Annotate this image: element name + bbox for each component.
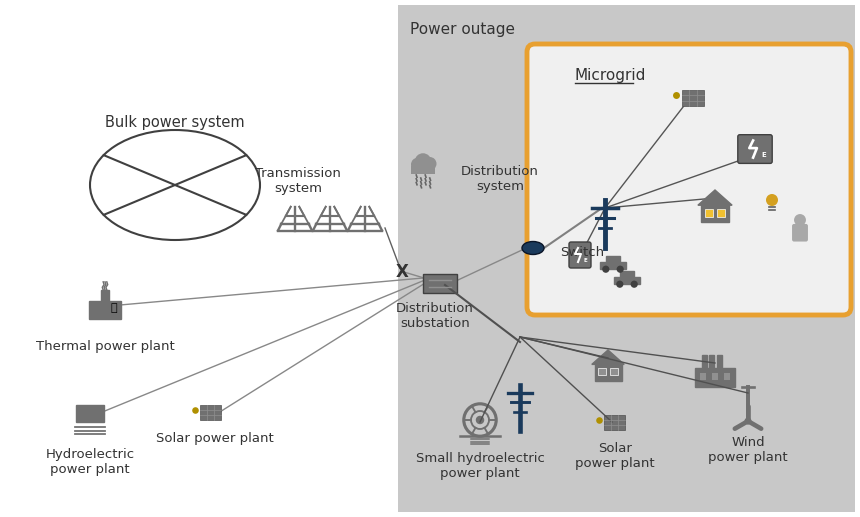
Bar — [712, 373, 718, 380]
Ellipse shape — [522, 241, 544, 254]
Circle shape — [766, 194, 778, 206]
Circle shape — [602, 266, 610, 273]
Circle shape — [423, 157, 437, 171]
Bar — [702, 355, 707, 368]
Bar — [716, 355, 722, 368]
Circle shape — [617, 266, 624, 273]
Bar — [682, 90, 704, 106]
Bar — [411, 166, 435, 174]
Text: Power outage: Power outage — [410, 22, 515, 37]
Text: 🔥: 🔥 — [111, 303, 117, 313]
Bar — [398, 5, 855, 512]
Bar — [101, 290, 108, 301]
Circle shape — [745, 418, 751, 424]
Bar — [605, 415, 625, 430]
FancyBboxPatch shape — [527, 44, 851, 315]
Text: Transmission
system: Transmission system — [255, 167, 341, 195]
Circle shape — [411, 158, 425, 171]
Text: Distribution
substation: Distribution substation — [396, 302, 474, 330]
Bar — [89, 301, 121, 319]
Text: X: X — [396, 263, 408, 281]
Bar — [77, 405, 103, 422]
Bar — [423, 273, 458, 293]
Circle shape — [617, 281, 624, 288]
Circle shape — [794, 214, 806, 226]
FancyBboxPatch shape — [792, 224, 808, 241]
Circle shape — [415, 153, 431, 170]
Bar — [620, 271, 634, 277]
Bar — [695, 368, 734, 387]
Text: Solar
power plant: Solar power plant — [575, 442, 654, 470]
Text: Solar power plant: Solar power plant — [157, 432, 273, 445]
Bar — [700, 373, 706, 380]
Bar — [614, 277, 640, 284]
Bar — [723, 373, 730, 380]
Bar — [600, 262, 626, 269]
Bar — [605, 256, 620, 262]
Polygon shape — [592, 350, 624, 364]
Text: Microgrid: Microgrid — [575, 68, 647, 83]
FancyBboxPatch shape — [569, 242, 591, 268]
Bar — [704, 209, 713, 217]
Bar — [200, 405, 221, 420]
Bar — [717, 209, 726, 217]
Bar — [709, 355, 714, 368]
Text: Distribution
system: Distribution system — [461, 165, 539, 193]
Bar — [594, 364, 622, 381]
Text: Thermal power plant: Thermal power plant — [35, 340, 175, 353]
Circle shape — [630, 281, 638, 288]
Text: E: E — [583, 258, 587, 264]
Text: Switch: Switch — [560, 247, 604, 260]
Bar — [598, 368, 606, 375]
Polygon shape — [698, 190, 732, 205]
Bar — [610, 368, 617, 375]
Text: Wind
power plant: Wind power plant — [708, 436, 788, 464]
FancyBboxPatch shape — [738, 135, 772, 163]
Text: Hydroelectric
power plant: Hydroelectric power plant — [46, 448, 134, 476]
Circle shape — [476, 416, 483, 423]
Text: E: E — [761, 152, 766, 158]
Text: Bulk power system: Bulk power system — [105, 115, 245, 130]
Bar — [701, 205, 729, 222]
Text: Small hydroelectric
power plant: Small hydroelectric power plant — [415, 452, 544, 480]
